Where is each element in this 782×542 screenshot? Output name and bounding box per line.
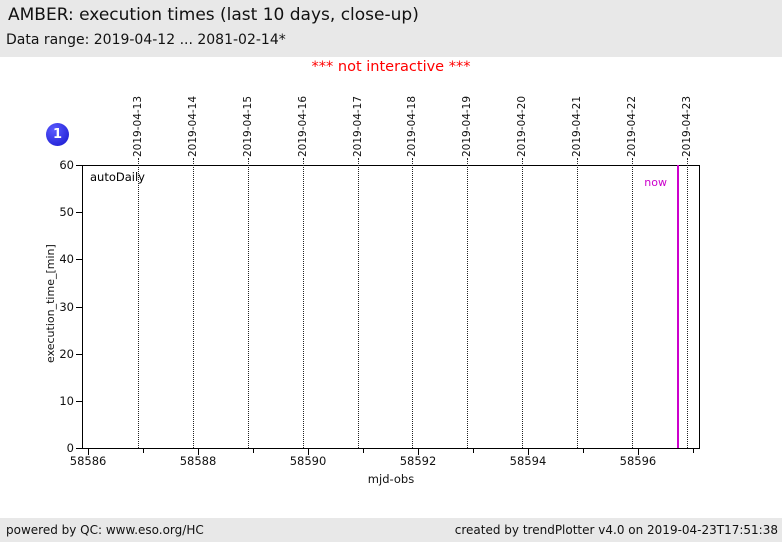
y-axis-tick-label: 0 (66, 441, 74, 455)
top-axis-date-label: 2019-04-23 (681, 95, 694, 157)
plot-border (82, 165, 700, 449)
plot-label: autoDaily (90, 170, 145, 184)
top-axis-date-label: 2019-04-13 (131, 95, 144, 157)
x-axis-tick-label: 58594 (509, 454, 547, 468)
x-axis-major-tick (308, 449, 309, 455)
y-axis-tick (76, 448, 82, 449)
y-axis-tick (76, 165, 82, 166)
top-axis-date-label: 2019-04-20 (516, 95, 529, 157)
date-gridline (522, 158, 524, 448)
x-axis-minor-tick (253, 449, 255, 453)
top-axis-date-label: 2019-04-18 (406, 95, 419, 157)
top-axis-date-label: 2019-04-19 (461, 95, 474, 157)
y-axis-tick (76, 400, 82, 402)
date-gridline (247, 158, 249, 448)
y-axis-tick (76, 353, 82, 355)
x-axis-major-tick (198, 449, 200, 455)
date-gridline (302, 158, 304, 448)
x-axis-major-tick (417, 449, 419, 455)
y-axis-tick-label: 30 (59, 299, 74, 314)
y-axis-tick-label: 60 (59, 158, 74, 172)
date-gridline (467, 158, 469, 448)
date-gridline (632, 158, 634, 448)
y-axis-tick (76, 306, 82, 308)
x-axis-minor-tick (472, 449, 474, 453)
date-gridline (137, 158, 139, 448)
date-gridline (412, 158, 414, 448)
now-label: now (644, 176, 667, 189)
top-axis-date-label: 2019-04-14 (186, 95, 199, 157)
x-axis-minor-tick (143, 449, 145, 453)
footer-created-by: created by trendPlotter v4.0 on 2019-04-… (454, 523, 778, 537)
header-bar: AMBER: execution times (last 10 days, cl… (0, 0, 782, 57)
y-axis-tick-label: 20 (59, 346, 74, 361)
x-axis-tick-label: 58586 (69, 454, 107, 468)
now-line (677, 165, 680, 448)
date-gridline (687, 158, 689, 448)
page-title: AMBER: execution times (last 10 days, cl… (8, 5, 419, 25)
not-interactive-notice: *** not interactive *** (311, 59, 471, 75)
footer-bar: powered by QC: www.eso.org/HC created by… (0, 518, 782, 542)
data-range-subtitle: Data range: 2019-04-12 ... 2081-02-14* (6, 32, 286, 48)
x-axis-major-tick (527, 449, 529, 455)
y-axis-tick (76, 259, 82, 261)
x-axis-tick-label: 58592 (399, 454, 437, 468)
y-axis-tick-label: 40 (59, 252, 74, 267)
top-axis-date-label: 2019-04-16 (296, 95, 309, 157)
x-axis-minor-tick (582, 449, 584, 453)
x-axis-tick-label: 58596 (619, 454, 657, 468)
plot-index-badge: 1 (46, 123, 69, 146)
date-gridline (577, 158, 579, 448)
y-axis-tick (76, 212, 82, 214)
date-gridline (357, 158, 359, 448)
top-axis-date-label: 2019-04-21 (571, 95, 584, 157)
y-axis-tick-label: 50 (59, 205, 74, 220)
x-axis-minor-tick (363, 449, 364, 453)
x-axis-major-tick (637, 449, 639, 455)
x-axis-label: mjd-obs (367, 472, 415, 486)
footer-powered-by: powered by QC: www.eso.org/HC (6, 523, 204, 537)
y-axis-tick-label: 10 (59, 393, 74, 408)
x-axis-tick-label: 58590 (289, 454, 327, 468)
top-axis-date-label: 2019-04-15 (241, 95, 254, 157)
x-axis-tick-label: 58588 (179, 454, 217, 468)
x-axis-minor-tick (692, 449, 694, 453)
top-axis-date-label: 2019-04-17 (351, 95, 364, 157)
top-axis-date-label: 2019-04-22 (626, 95, 639, 157)
x-axis-major-tick (88, 449, 90, 455)
date-gridline (192, 158, 194, 448)
